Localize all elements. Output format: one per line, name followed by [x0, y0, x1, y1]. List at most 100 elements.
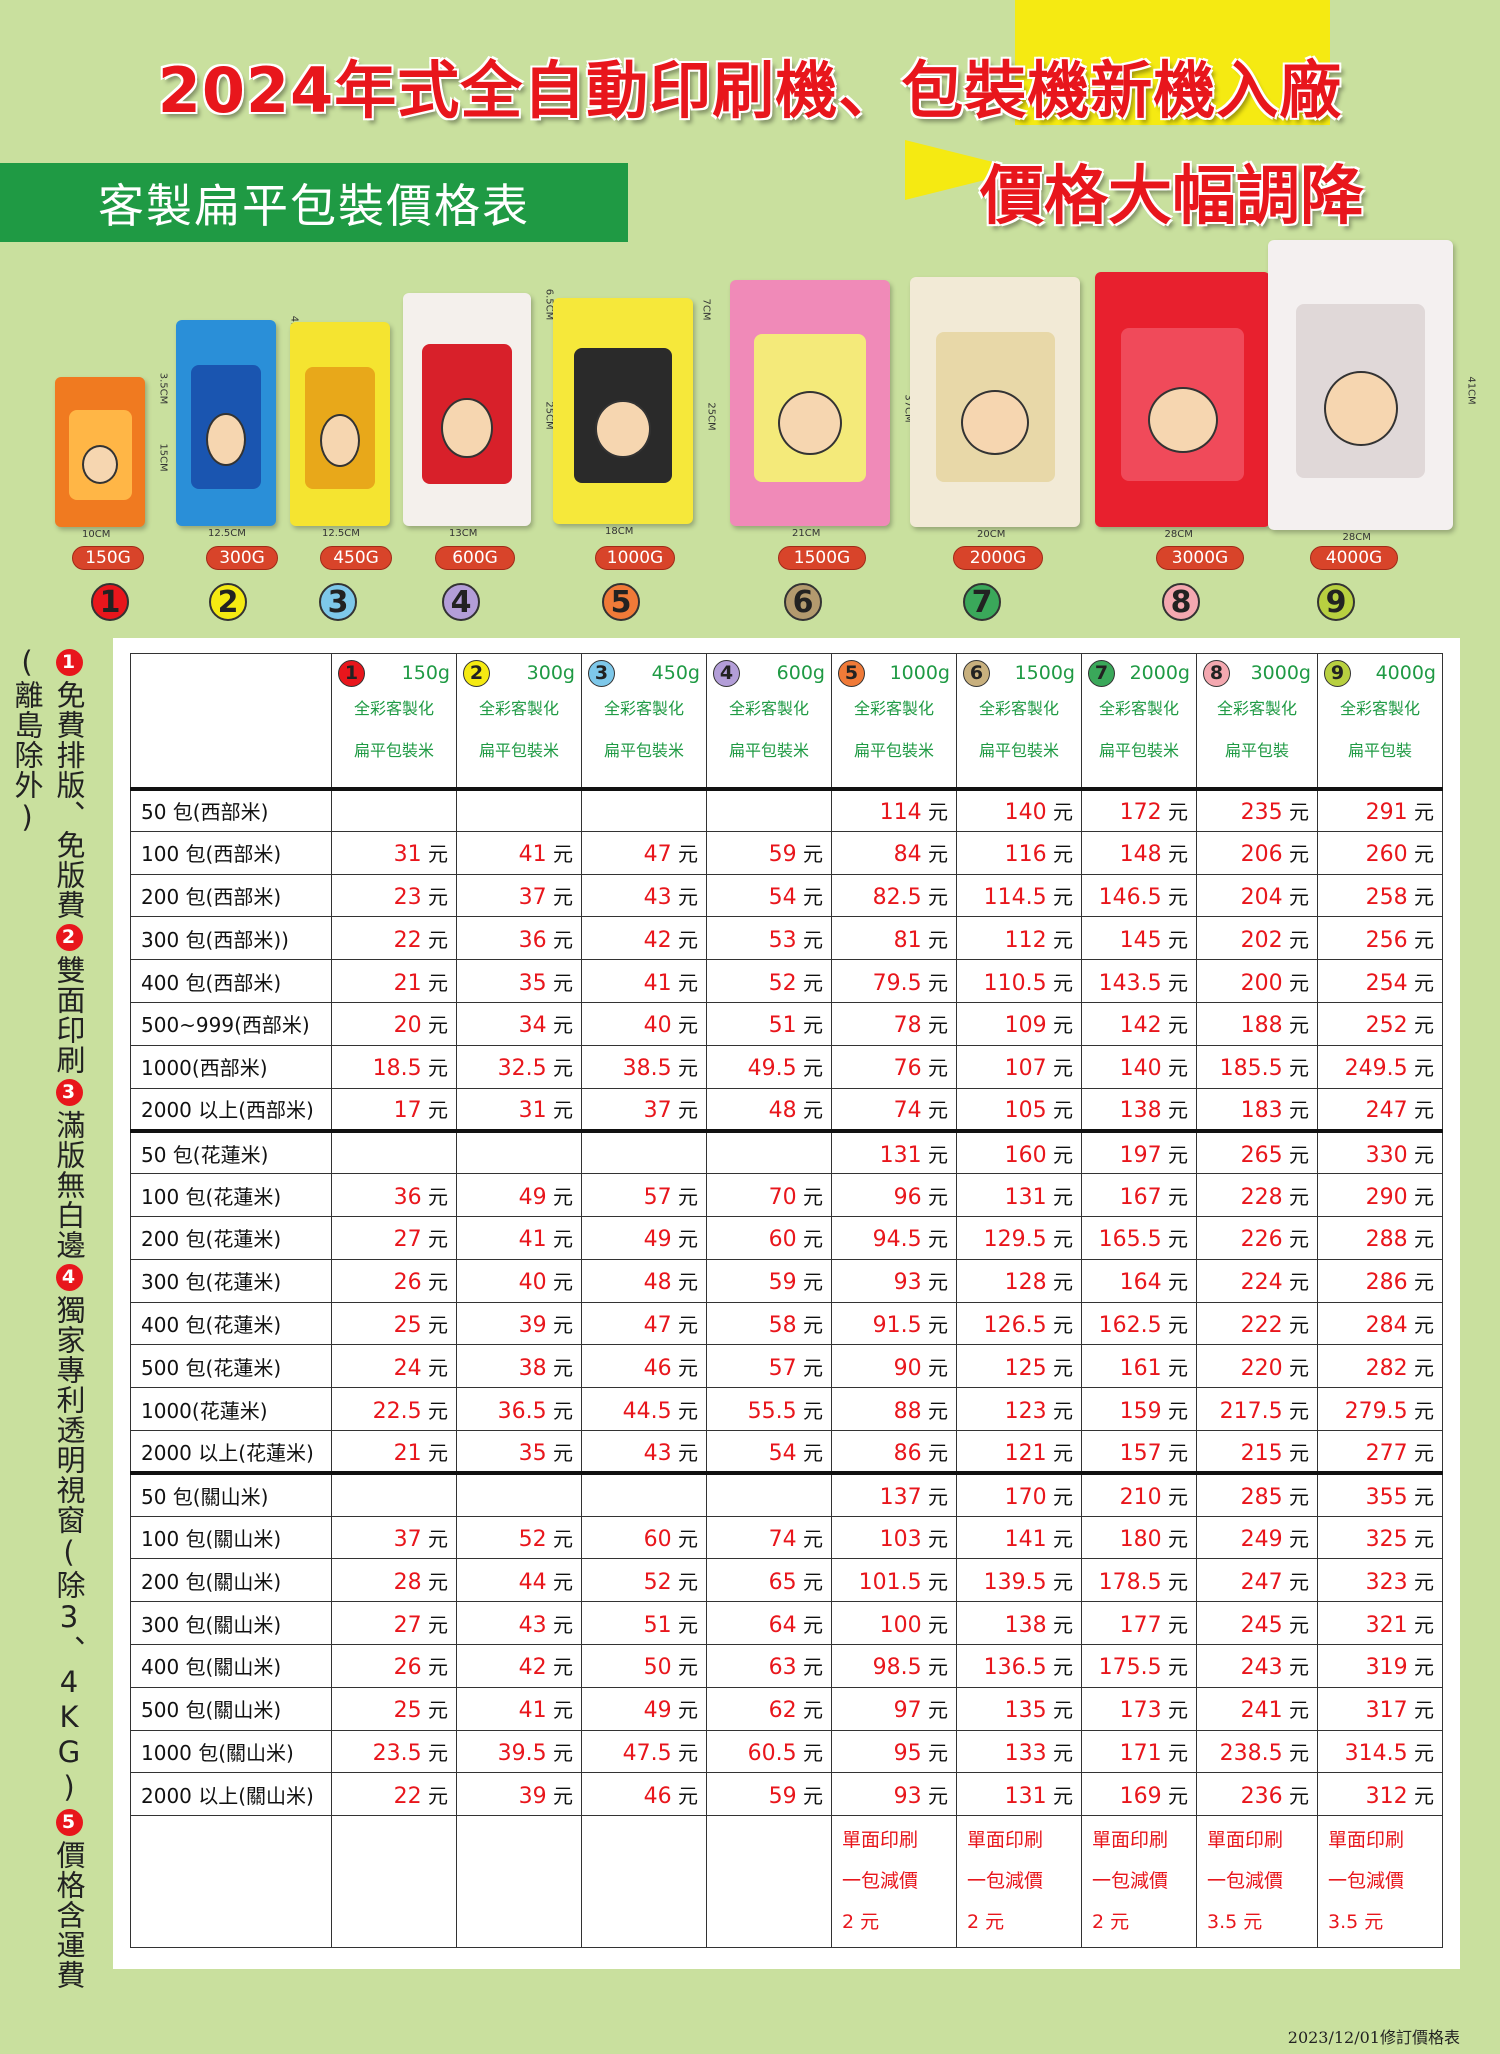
- price-amount: 238.5: [1219, 1740, 1283, 1766]
- price-unit: 元: [1046, 1098, 1073, 1123]
- price-amount: 28: [393, 1569, 422, 1595]
- column-desc-line2: 扁平包裝米: [978, 741, 1059, 760]
- table-row: 100 包(花蓮米) 36 元 49 元 57 元 70 元 96 元 131 元 167 元…: [130, 1173, 1443, 1217]
- price-unit: 元: [1282, 1655, 1309, 1680]
- price-cell: [331, 786, 457, 832]
- price-amount: 131: [1004, 1184, 1047, 1210]
- price-cell: [581, 1128, 707, 1175]
- price-unit: 元: [1046, 1398, 1073, 1423]
- price-amount: 64: [768, 1612, 797, 1638]
- rice-bag-image: [910, 277, 1080, 527]
- price-unit: 元: [1407, 970, 1434, 995]
- note-text: 免費排版、免版費: [52, 680, 86, 920]
- price-cell: 172 元: [1081, 786, 1197, 832]
- price-amount: 38.5: [622, 1056, 672, 1082]
- price-amount: 47: [643, 1312, 672, 1338]
- price-amount: 215: [1240, 1440, 1283, 1466]
- price-unit: 元: [421, 1227, 448, 1252]
- price-cell: 135 元: [956, 1686, 1082, 1731]
- discount-note-cell: 單面印刷 一包減價 2 元: [831, 1815, 957, 1949]
- note-text: 滿版無白邊: [52, 1110, 86, 1260]
- deity-illustration: [82, 444, 118, 484]
- price-cell: 78 元: [831, 1001, 957, 1046]
- price-cell: 288 元: [1317, 1215, 1443, 1260]
- price-unit: 元: [796, 1013, 823, 1038]
- size-tag: 450G: [320, 546, 392, 570]
- price-unit: 元: [1407, 1655, 1434, 1680]
- discount-note-line: 單面印刷: [842, 1829, 919, 1852]
- price-unit: 元: [1046, 1440, 1073, 1465]
- table-row: 50 包(西部米) 114 元 140 元 172 元 235 元 291 元: [130, 786, 1443, 832]
- price-amount: 94.5: [872, 1227, 922, 1253]
- price-amount: 49: [518, 1184, 547, 1210]
- column-header-top: 1 150g: [338, 658, 450, 688]
- column-desc-line2: 扁平包裝: [1224, 741, 1289, 760]
- price-unit: 元: [921, 1655, 948, 1680]
- price-unit: 元: [1282, 1484, 1309, 1509]
- price-unit: 元: [1407, 1184, 1434, 1209]
- column-desc-line1: 全彩客製化: [603, 699, 684, 718]
- price-unit: 元: [921, 1783, 948, 1808]
- price-cell: 215 元: [1196, 1429, 1318, 1474]
- column-header: 4 600g 全彩客製化 扁平包裝米: [706, 653, 832, 789]
- price-unit: 元: [921, 1569, 948, 1594]
- price-amount: 60.5: [747, 1740, 797, 1766]
- price-unit: 元: [1046, 1355, 1073, 1380]
- table-row: 100 包(西部米) 31 元 41 元 47 元 59 元 84 元 116 元 148 元…: [130, 830, 1443, 875]
- column-weight: 1000g: [889, 662, 950, 684]
- price-amount: 252: [1365, 1013, 1408, 1039]
- price-unit: 元: [921, 800, 948, 825]
- price-unit: 元: [796, 1184, 823, 1209]
- price-cell: 42 元: [581, 916, 707, 961]
- column-desc-line1: 全彩客製化: [353, 699, 434, 718]
- deity-illustration: [1323, 370, 1398, 446]
- bag-width-dimension: 10CM: [82, 529, 111, 540]
- price-cell: 321 元: [1317, 1601, 1443, 1645]
- price-amount: 228: [1240, 1184, 1283, 1210]
- price-cell: 36 元: [456, 916, 582, 961]
- price-unit: 元: [796, 1098, 823, 1123]
- price-unit: 元: [421, 842, 448, 867]
- price-amount: 123: [1004, 1398, 1047, 1424]
- price-amount: 26: [393, 1270, 422, 1296]
- price-amount: 47.5: [622, 1740, 672, 1766]
- price-unit: 元: [1046, 1526, 1073, 1551]
- price-unit: 元: [796, 1227, 823, 1252]
- price-cell: 27 元: [331, 1215, 457, 1260]
- price-cell: 165.5 元: [1081, 1215, 1197, 1260]
- price-unit: 元: [671, 1783, 698, 1808]
- price-cell: 254 元: [1317, 959, 1443, 1003]
- price-unit: 元: [671, 1740, 698, 1765]
- price-unit: 元: [1161, 1569, 1188, 1594]
- rice-bag-image: [730, 280, 890, 526]
- discount-note-line: 一包減價: [967, 1870, 1044, 1893]
- price-amount: 39.5: [497, 1740, 547, 1766]
- price-cell: 314.5 元: [1317, 1729, 1443, 1774]
- price-unit: 元: [921, 1484, 948, 1509]
- price-unit: 元: [1282, 1612, 1309, 1637]
- price-amount: 226: [1240, 1227, 1283, 1253]
- price-cell: 114.5 元: [956, 873, 1082, 918]
- price-cell: 74 元: [706, 1515, 832, 1560]
- column-desc-line2: 扁平包裝米: [853, 741, 934, 760]
- price-amount: 128: [1004, 1270, 1047, 1296]
- product-number-circle: 8: [1162, 583, 1200, 621]
- table-row: 2000 以上(西部米) 17 元 31 元 37 元 48 元 74 元 105 元 138…: [130, 1087, 1443, 1132]
- price-amount: 172: [1119, 800, 1162, 826]
- price-amount: 98.5: [872, 1655, 922, 1681]
- price-cell: 22 元: [331, 1772, 457, 1817]
- bag-width-dimension: 12.5CM: [322, 528, 360, 539]
- deity-illustration: [595, 399, 651, 459]
- price-unit: 元: [671, 1355, 698, 1380]
- price-cell: 141 元: [956, 1515, 1082, 1560]
- row-label: 200 包(關山米): [130, 1558, 332, 1603]
- price-cell: 217.5 元: [1196, 1387, 1318, 1431]
- price-cell: 107 元: [956, 1044, 1082, 1089]
- price-cell: 137 元: [831, 1471, 957, 1517]
- price-amount: 217.5: [1219, 1398, 1283, 1424]
- price-cell: 54 元: [706, 873, 832, 918]
- price-amount: 325: [1365, 1526, 1408, 1552]
- price-cell: 24 元: [331, 1344, 457, 1389]
- size-tag: 1500G: [778, 546, 866, 570]
